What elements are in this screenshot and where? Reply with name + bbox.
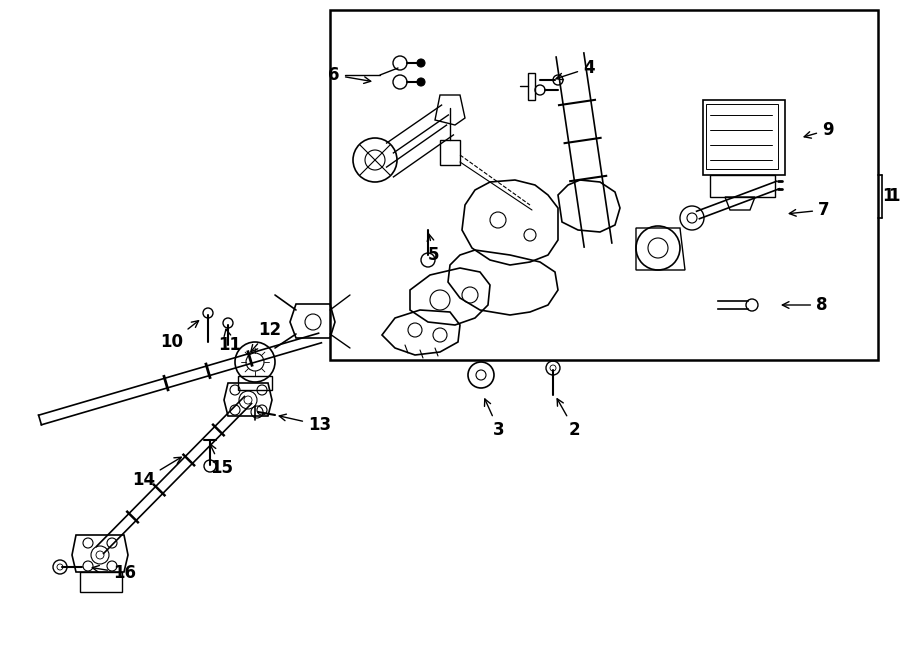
Text: 5: 5 bbox=[428, 234, 439, 264]
Circle shape bbox=[417, 59, 425, 67]
Text: 12: 12 bbox=[251, 321, 281, 352]
Text: 15: 15 bbox=[210, 444, 233, 477]
Bar bbox=[80, 572, 122, 592]
Text: 2: 2 bbox=[557, 399, 580, 439]
Text: 3: 3 bbox=[484, 399, 505, 439]
Text: 11: 11 bbox=[218, 329, 241, 354]
Text: 6: 6 bbox=[328, 66, 371, 84]
Text: 16: 16 bbox=[93, 564, 136, 582]
Bar bbox=[330, 10, 878, 360]
Bar bbox=[710, 175, 775, 197]
Text: 7: 7 bbox=[789, 201, 830, 219]
Text: 4: 4 bbox=[556, 59, 595, 80]
Text: 13: 13 bbox=[279, 414, 331, 434]
Circle shape bbox=[417, 78, 425, 86]
Text: 10: 10 bbox=[160, 321, 199, 351]
Text: 8: 8 bbox=[782, 296, 827, 314]
Bar bbox=[703, 100, 785, 175]
Text: 14: 14 bbox=[132, 457, 181, 489]
Text: 1: 1 bbox=[882, 187, 894, 205]
Bar bbox=[706, 104, 778, 169]
Text: 1: 1 bbox=[888, 187, 899, 205]
Text: 9: 9 bbox=[805, 121, 833, 139]
